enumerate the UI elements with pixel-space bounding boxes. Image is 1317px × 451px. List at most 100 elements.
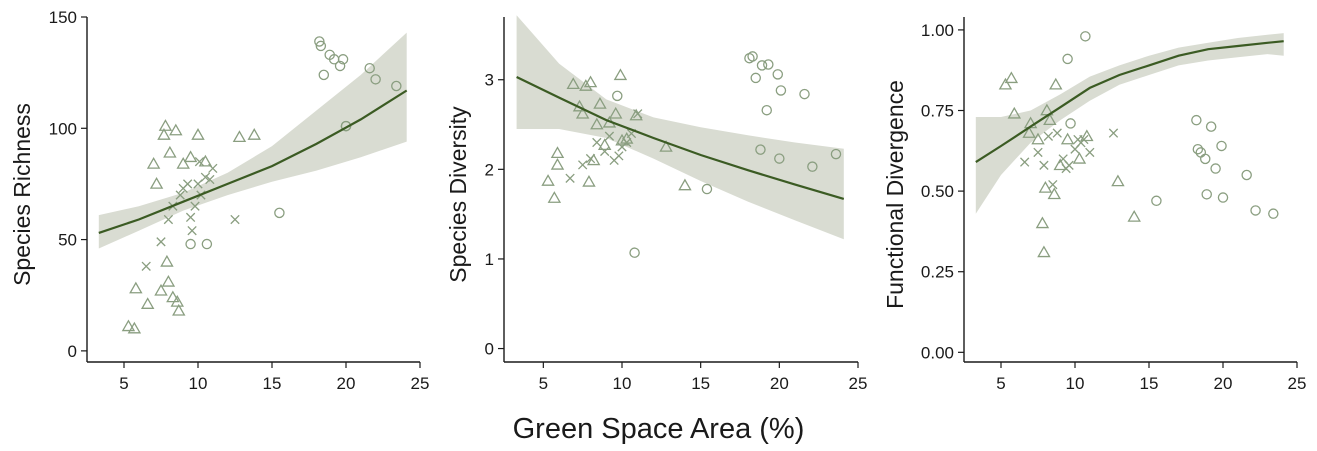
y-tick-label: 100 [49,119,77,138]
data-point-circle [1268,208,1279,219]
x-tick-label: 25 [411,374,430,393]
x-tick-label: 25 [1288,374,1307,393]
data-point-triangle [582,174,596,187]
data-point-cross [600,146,610,157]
data-point-circle [612,90,623,102]
data-point-triangle [146,156,161,169]
data-point-cross [1039,160,1049,170]
data-point-triangle [566,77,580,90]
data-point-triangle [158,119,173,131]
confidence-band [516,15,844,240]
data-point-circle [1062,53,1073,65]
data-point-triangle [613,68,628,81]
data-point-circle [1080,31,1091,42]
data-point-circle [1191,114,1202,126]
data-point-circle [370,74,381,85]
data-point-cross [156,237,166,247]
x-tick-label: 5 [539,374,548,393]
y-tick-label: 0 [485,340,494,359]
data-point-cross [175,190,185,200]
data-point-triangle [1049,77,1063,90]
data-point-cross [1079,134,1089,145]
data-point-cross [585,153,596,164]
data-point-cross [208,163,218,174]
data-point-cross [1020,157,1030,167]
x-tick-label: 10 [1066,374,1085,393]
data-point-triangle [659,140,673,152]
data-point-circle [1210,163,1221,174]
data-point-circle [185,238,196,250]
x-tick-label: 15 [691,374,710,393]
data-point-cross [141,261,151,271]
data-point-triangle [1037,245,1051,258]
shared-x-axis-label: Green Space Area (%) [512,413,805,445]
data-point-triangle [247,128,261,140]
data-point-cross [614,151,624,161]
data-point-circle [629,247,640,258]
data-point-triangle [1060,132,1075,145]
data-point-cross [1043,131,1054,141]
data-point-cross [182,179,193,189]
data-point-triangle [161,274,176,287]
panel-2: 5 10 15 20 25 0 1 2 3 Species Diversity [445,15,867,393]
regression-line [975,40,1284,164]
data-point-triangle [169,123,183,136]
data-point-triangle [1072,151,1087,164]
data-point-cross [604,131,615,141]
data-point-circle [756,60,768,71]
data-point-cross [1052,128,1062,138]
data-point-cross [578,160,588,170]
x-tick-label: 20 [337,374,356,393]
data-point-circle [1192,143,1204,155]
y-tick-label: 0.25 [921,263,954,282]
y-tick-label: 0 [68,342,77,361]
data-point-triangle [590,117,604,130]
data-point-triangle [550,157,565,170]
data-point-cross [592,137,602,148]
data-point-triangle [547,191,562,203]
panel-1: 5 10 15 20 25 0 50 100 150 Species Richness [9,8,429,393]
data-point-triangle [160,254,174,267]
data-point-triangle [166,290,180,303]
x-tick-label: 10 [613,374,632,393]
panel-3: 5 10 15 20 25 0.00 0.25 0.50 0.75 1.00 Functional … [882,17,1306,393]
data-point-triangle [149,177,164,189]
data-point-circle [1216,140,1227,152]
data-point-circle [750,72,761,84]
x-tick-label: 10 [189,374,208,393]
y-tick-label: 50 [58,231,77,250]
data-point-cross [200,172,211,182]
data-point-triangle [191,128,205,140]
data-point-cross [230,214,240,225]
y-tick-label: 2 [485,160,494,179]
data-point-circle [830,148,842,160]
y-axis-label: Species Diversity [445,106,471,283]
data-point-circle [1065,118,1076,129]
data-point-cross [163,214,174,225]
data-point-triangle [1007,106,1022,119]
data-point-triangle [121,319,136,332]
data-point-triangle [1047,187,1062,200]
data-point-circle [701,183,713,195]
data-point-circle [274,207,285,219]
x-tick-label: 15 [1140,374,1159,393]
confidence-band [975,33,1284,214]
data-point-cross [205,174,215,185]
data-point-triangle [170,294,185,307]
data-point-circle [314,36,325,47]
x-tick-label: 20 [770,374,789,393]
data-point-triangle [593,97,607,109]
data-point-triangle [154,283,168,296]
data-point-circle [1250,205,1261,216]
y-tick-label: 150 [49,8,77,27]
data-point-circle [334,60,346,72]
data-point-triangle [157,128,171,140]
data-point-cross [633,109,643,119]
data-point-circle [799,88,810,100]
data-point-cross [1033,147,1043,158]
data-point-cross [185,212,196,222]
data-point-cross [1061,163,1071,174]
data-point-triangle [1111,174,1125,187]
data-point-triangle [678,178,692,191]
data-point-circle [1205,121,1217,132]
